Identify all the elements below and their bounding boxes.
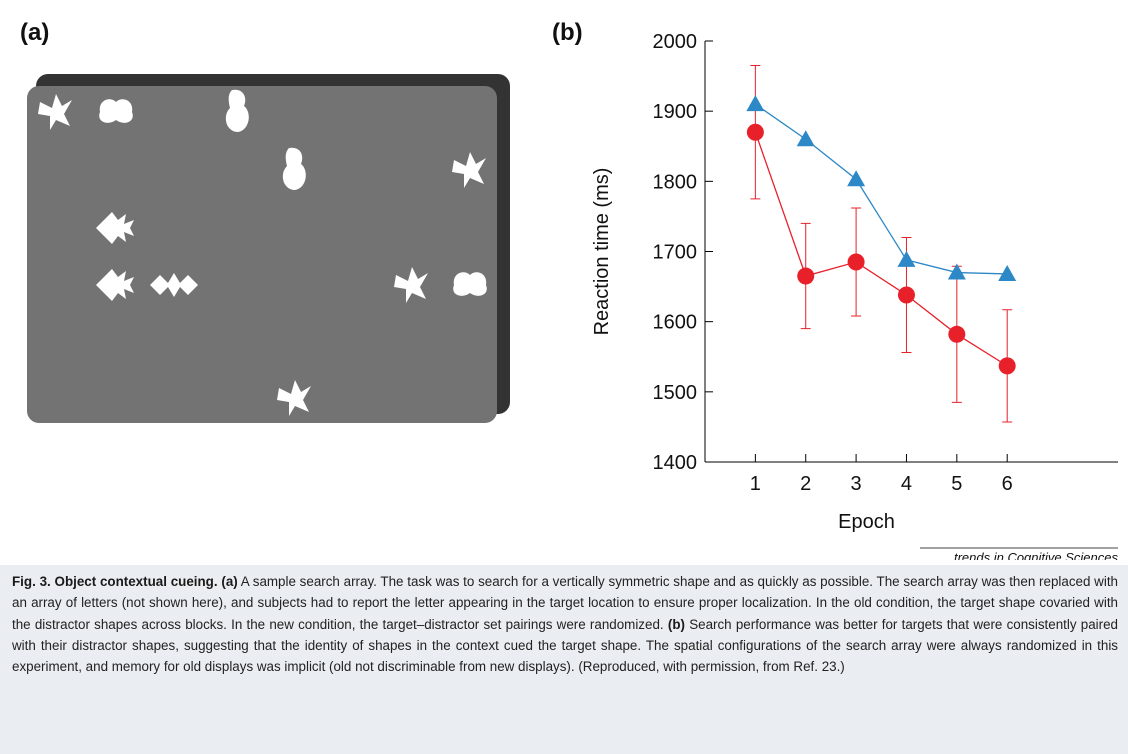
y-tick-label: 1900: [653, 101, 698, 123]
y-tick-label: 1700: [653, 242, 698, 264]
x-tick-label: 2: [800, 473, 811, 495]
marker: [948, 325, 966, 343]
search-array: [27, 74, 510, 423]
marker: [998, 357, 1016, 375]
caption-b-label: (b): [667, 616, 685, 632]
x-tick-label: 5: [951, 473, 962, 495]
x-tick-label: 6: [1002, 473, 1013, 495]
series-line: [754, 103, 1008, 275]
marker: [797, 267, 815, 285]
y-tick-label: 1800: [653, 171, 698, 193]
y-tick-label: 1400: [653, 452, 698, 474]
y-axis-label: Reaction time (ms): [591, 168, 613, 336]
marker: [847, 170, 866, 187]
series-line: [754, 132, 1008, 367]
x-axis-label: Epoch: [838, 511, 895, 533]
caption-a-label: (a): [221, 574, 238, 589]
marker: [847, 253, 865, 271]
caption-b-text: Search performance was better for target…: [12, 616, 1118, 675]
marker: [897, 250, 916, 267]
y-tick-label: 1500: [653, 382, 698, 404]
x-tick-label: 4: [901, 473, 912, 495]
marker: [746, 123, 764, 141]
marker: [796, 130, 815, 147]
marker: [897, 286, 915, 304]
marker: [947, 263, 966, 280]
y-tick-label: 2000: [653, 31, 698, 53]
y-tick-label: 1600: [653, 312, 698, 334]
marker: [746, 95, 765, 112]
panel-label: (b): [552, 19, 583, 46]
caption-a-text: A sample search array. The task was to s…: [12, 574, 1118, 632]
marker: [998, 264, 1017, 281]
caption-title: Object contextual cueing.: [54, 574, 218, 589]
caption: Fig. 3. Object contextual cueing. (a) A …: [0, 565, 1128, 754]
x-tick-label: 1: [750, 473, 761, 495]
caption-label: Fig. 3.: [12, 574, 51, 589]
x-tick-label: 3: [851, 473, 862, 495]
figure: (a) (b) trends in Cognitive Sciences 140…: [20, 19, 1119, 560]
panel-label: (a): [20, 19, 49, 46]
credit: trends in Cognitive Sciences: [954, 550, 1119, 560]
